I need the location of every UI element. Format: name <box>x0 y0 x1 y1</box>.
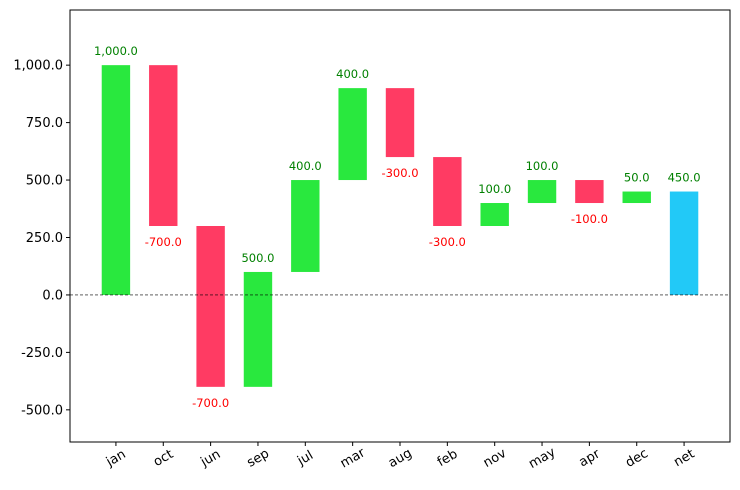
x-tick-label: jul <box>294 448 316 469</box>
value-label: 100.0 <box>478 182 511 196</box>
bar <box>196 226 225 387</box>
x-tick-label: feb <box>435 447 461 470</box>
value-label: -700.0 <box>145 235 182 249</box>
x-tick-label: jan <box>103 447 129 470</box>
y-tick-label: 750.0 <box>26 116 63 131</box>
y-tick-label: -250.0 <box>21 346 63 361</box>
value-label: 400.0 <box>336 67 369 81</box>
x-tick-label: may <box>526 445 558 472</box>
value-label: 400.0 <box>289 159 322 173</box>
y-tick-label: 0.0 <box>42 288 63 303</box>
value-label: -300.0 <box>429 235 466 249</box>
x-tick-label: apr <box>577 446 604 470</box>
value-label: -300.0 <box>381 166 418 180</box>
value-label: -100.0 <box>571 212 608 226</box>
y-tick-label: 500.0 <box>26 174 63 189</box>
x-tick-label: mar <box>338 445 369 471</box>
x-tick-label: sep <box>244 446 271 471</box>
x-tick-label: jun <box>198 447 224 471</box>
bar <box>291 180 320 272</box>
x-tick-label: dec <box>623 446 651 471</box>
bar <box>575 180 604 204</box>
bar <box>527 180 557 204</box>
bar <box>385 88 415 158</box>
bar <box>433 157 462 226</box>
x-tick-label: oct <box>151 447 176 470</box>
value-label: 100.0 <box>526 159 559 173</box>
bar <box>101 65 131 295</box>
bar <box>669 191 699 295</box>
bar <box>149 65 178 227</box>
value-label: -700.0 <box>192 396 229 410</box>
y-tick-label: 1,000.0 <box>13 59 63 74</box>
bar <box>243 271 273 387</box>
y-tick-label: 250.0 <box>26 231 63 246</box>
y-tick-label: -500.0 <box>21 403 63 418</box>
value-label: 500.0 <box>241 251 274 265</box>
value-label: 1,000.0 <box>94 44 138 58</box>
value-label: 50.0 <box>624 171 650 185</box>
bar <box>480 203 509 226</box>
value-label: 450.0 <box>668 171 701 185</box>
x-tick-label: nov <box>481 446 509 471</box>
x-tick-label: aug <box>386 446 415 471</box>
x-tick-label: net <box>671 447 697 471</box>
bar <box>338 88 367 181</box>
bar <box>622 191 651 204</box>
